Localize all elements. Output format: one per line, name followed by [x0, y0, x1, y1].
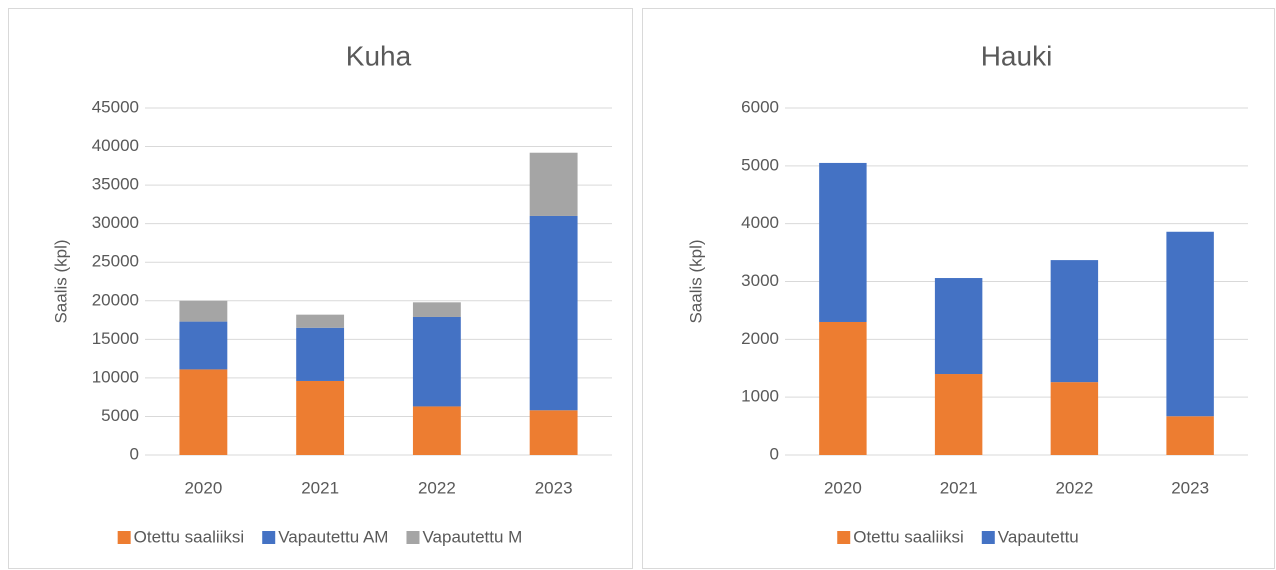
y-tick-label: 5000 [101, 406, 139, 425]
y-tick-label: 0 [770, 444, 779, 463]
y-tick-label: 0 [130, 444, 139, 463]
chart-title: Kuha [346, 40, 412, 71]
bar-segment [179, 369, 228, 455]
legend-label: Vapautettu M [422, 527, 522, 546]
legend-swatch [406, 531, 420, 544]
x-tick-label: 2022 [1055, 478, 1093, 497]
y-tick-label: 3000 [741, 271, 779, 290]
bar-segment [179, 300, 228, 322]
y-axis-label: Saalis (kpl) [51, 239, 70, 323]
legend-swatch [981, 531, 995, 544]
bar-segment [1050, 382, 1099, 455]
bar-segment [296, 380, 345, 455]
x-tick-label: 2021 [301, 478, 339, 497]
bar-segment [412, 316, 461, 407]
y-tick-label: 2000 [741, 329, 779, 348]
bar-segment [1166, 416, 1214, 455]
y-axis-label: Saalis (kpl) [686, 239, 705, 323]
legend-swatch [262, 531, 276, 544]
x-tick-label: 2020 [184, 478, 222, 497]
y-tick-label: 1000 [741, 387, 779, 406]
legend-swatch [117, 531, 131, 544]
legend-label: Otettu saaliiksi [134, 527, 245, 546]
x-tick-label: 2021 [940, 478, 978, 497]
legend-label: Otettu saaliiksi [853, 527, 964, 546]
y-tick-label: 35000 [92, 175, 139, 194]
x-tick-label: 2020 [824, 478, 862, 497]
bar-segment [179, 321, 228, 370]
y-tick-label: 5000 [741, 155, 779, 174]
legend-label: Vapautettu [998, 527, 1079, 546]
y-tick-label: 10000 [92, 367, 139, 386]
y-tick-label: 6000 [741, 97, 779, 116]
y-tick-label: 15000 [92, 329, 139, 348]
bar-segment [412, 406, 461, 455]
y-tick-label: 25000 [92, 252, 139, 271]
bar-segment [819, 162, 867, 322]
legend-swatch [837, 531, 851, 544]
bar-segment [934, 374, 983, 455]
y-tick-label: 4000 [741, 213, 779, 232]
bar-segment [1166, 231, 1214, 417]
chart-title: Hauki [981, 40, 1053, 71]
legend-label: Vapautettu AM [278, 527, 388, 546]
x-tick-label: 2023 [1171, 478, 1209, 497]
bar-segment [296, 314, 345, 328]
bar-segment [934, 278, 983, 375]
y-tick-label: 20000 [92, 290, 139, 309]
y-tick-label: 45000 [92, 97, 139, 116]
y-tick-label: 30000 [92, 213, 139, 232]
bar-segment [529, 215, 578, 411]
bar-segment [1050, 260, 1099, 383]
bar-segment [529, 410, 578, 455]
x-tick-label: 2023 [535, 478, 573, 497]
bar-segment [819, 321, 867, 455]
bar-segment [296, 327, 345, 381]
panel-border [8, 8, 633, 569]
x-tick-label: 2022 [418, 478, 456, 497]
bar-segment [529, 152, 578, 216]
y-tick-label: 40000 [92, 136, 139, 155]
bar-segment [412, 302, 461, 317]
